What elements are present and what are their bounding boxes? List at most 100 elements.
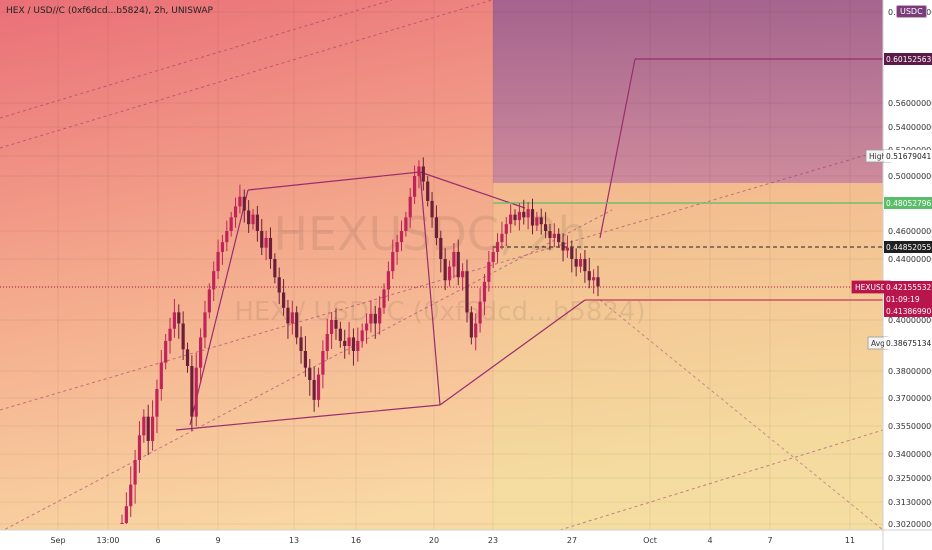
candle: [535, 211, 539, 231]
candle: [299, 326, 303, 364]
candle-body: [526, 209, 530, 218]
candle-body: [330, 320, 334, 334]
candle-body: [321, 351, 325, 375]
candle-body: [181, 323, 185, 350]
tag-high-text: High: [869, 152, 886, 161]
candle-body: [356, 340, 360, 351]
candle: [386, 261, 390, 302]
candle: [334, 308, 338, 340]
candles[interactable]: [120, 157, 600, 524]
candle: [255, 205, 259, 242]
candle-body: [190, 366, 194, 417]
label-target-text: 0.6015256363: [886, 55, 932, 64]
label-high-bg: [884, 150, 932, 162]
candle-body: [408, 196, 412, 218]
time-axis[interactable]: [0, 530, 883, 550]
candle-body: [281, 292, 286, 308]
candle: [474, 313, 478, 351]
label-countdown: 01:09:19: [884, 293, 932, 305]
candle: [557, 228, 561, 248]
label-dashed-bg: [884, 241, 932, 253]
candle-body: [260, 231, 264, 248]
pattern-line: [175, 416, 313, 431]
tag-avg: Avg: [867, 336, 889, 350]
candle: [347, 322, 351, 355]
candle: [443, 248, 447, 291]
candle-body: [343, 340, 347, 346]
candle-body: [168, 328, 172, 341]
candle: [312, 366, 316, 412]
time-tick: 13: [289, 536, 299, 545]
label-target: 0.6015256363: [884, 53, 932, 65]
label-support-text: 0.4138699012: [886, 307, 932, 316]
time-tick: 9: [215, 536, 220, 545]
label-green-text: 0.4805279624: [886, 199, 932, 208]
candle-body: [417, 166, 421, 176]
candle-body: [334, 320, 338, 329]
candle: [120, 514, 124, 524]
candle: [281, 279, 286, 316]
candle: [434, 205, 439, 246]
candle: [452, 242, 456, 279]
candle: [548, 223, 552, 251]
candle-body: [439, 237, 443, 259]
candle: [199, 328, 203, 384]
watermark-symbol: HEXUSDC, 2h: [273, 207, 586, 261]
candle: [364, 313, 369, 344]
label-dashed: 0.4485205562: [884, 241, 932, 253]
candle-body: [303, 351, 308, 368]
candle-body: [120, 522, 124, 524]
price-tick: 0.3250000000: [888, 474, 932, 483]
time-tick: 6: [155, 536, 160, 545]
candle: [150, 400, 155, 451]
candle-body: [247, 210, 251, 225]
candle: [509, 204, 513, 233]
candle: [177, 304, 181, 339]
candle: [373, 305, 377, 339]
watermark: HEXUSDC, 2h HEX / USD//C (0xf6dcd...b582…: [234, 207, 645, 327]
candle-body: [487, 262, 491, 282]
candle: [290, 300, 294, 335]
candle-body: [517, 211, 521, 221]
candle: [447, 260, 452, 287]
candle: [417, 160, 421, 189]
candle-body: [233, 206, 238, 218]
pattern-lines[interactable]: [175, 58, 883, 431]
candle-body: [399, 231, 404, 243]
candle: [491, 246, 495, 269]
candle-body: [378, 307, 382, 324]
label-avg-text: 0.3867513417: [886, 339, 932, 348]
candle: [596, 265, 600, 297]
candle-body: [465, 271, 469, 313]
candle: [260, 218, 264, 256]
candle: [369, 300, 373, 333]
channel-line: [559, 429, 884, 531]
candle-body: [548, 231, 552, 238]
candle: [225, 220, 229, 252]
time-ticks: Sep 13:00 6 9 13 16 20 23 27 Oct 4 7 11: [50, 536, 855, 545]
candle-body: [351, 337, 356, 351]
pattern-line: [311, 404, 441, 418]
candle-body: [513, 214, 517, 221]
candle: [360, 323, 364, 348]
candle: [207, 283, 211, 319]
channel-line: [0, 0, 393, 119]
price-tick: 0.3130000000: [888, 498, 932, 507]
currency-badge[interactable]: USDC: [896, 5, 927, 18]
candle-body: [155, 389, 159, 417]
candle: [268, 227, 273, 269]
candle-body: [596, 277, 600, 287]
candle-body: [159, 362, 163, 389]
candle-body: [583, 259, 587, 272]
level-lines[interactable]: [0, 202, 883, 301]
candle: [356, 327, 360, 362]
candle: [504, 217, 508, 247]
candle: [146, 404, 150, 456]
candle: [456, 239, 460, 286]
price-axis[interactable]: [883, 0, 932, 550]
candle: [155, 379, 159, 434]
label-last: 0.4215553225: [884, 281, 932, 293]
candle-body: [461, 271, 465, 278]
price-tick: 0.5400000000: [888, 123, 932, 132]
